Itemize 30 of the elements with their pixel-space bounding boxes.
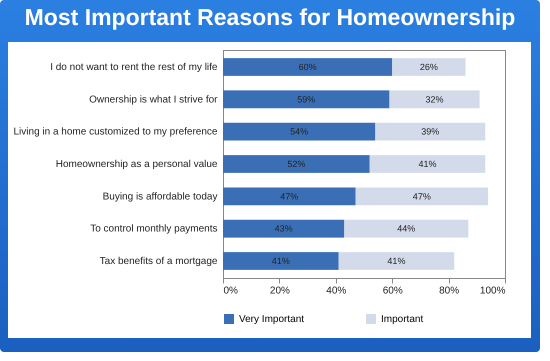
y-tick-label: Ownership is what I strive for — [89, 94, 218, 106]
legend-label: Important — [381, 314, 424, 325]
x-tick-label: 0% — [224, 286, 238, 296]
x-tick-label: 80% — [439, 286, 460, 296]
x-tick-label: 40% — [326, 286, 346, 296]
y-tick-label: Tax benefits of a mortgage — [100, 256, 218, 268]
data-label: 41% — [418, 159, 436, 169]
data-label: 52% — [287, 159, 306, 169]
y-tick-label: Homeownership as a personal value — [56, 159, 218, 170]
x-tick-label: 100% — [480, 286, 506, 296]
data-label: 59% — [297, 94, 316, 104]
data-label: 60% — [298, 62, 317, 72]
y-tick-label: I do not want to rent the rest of my life — [50, 62, 218, 73]
data-label: 26% — [420, 62, 438, 72]
legend-label: Very Important — [239, 314, 304, 325]
data-label: 32% — [425, 94, 444, 104]
y-tick-label: To control monthly payments — [90, 224, 218, 235]
y-tick-label: Buying is affordable today — [102, 191, 218, 202]
data-label: 47% — [280, 191, 298, 202]
x-tick-label: 60% — [382, 286, 403, 296]
data-label: 39% — [421, 126, 440, 137]
data-label: 44% — [397, 224, 416, 234]
data-label: 54% — [290, 126, 308, 137]
data-label: 43% — [274, 224, 293, 234]
data-label: 41% — [272, 256, 290, 266]
data-label: 47% — [412, 191, 431, 202]
data-label: 41% — [387, 256, 406, 266]
y-tick-label: Living in a home customized to my preference — [14, 126, 218, 138]
x-tick-label: 20% — [270, 286, 290, 296]
chart-title: Most Important Reasons for Homeownership — [24, 4, 516, 31]
